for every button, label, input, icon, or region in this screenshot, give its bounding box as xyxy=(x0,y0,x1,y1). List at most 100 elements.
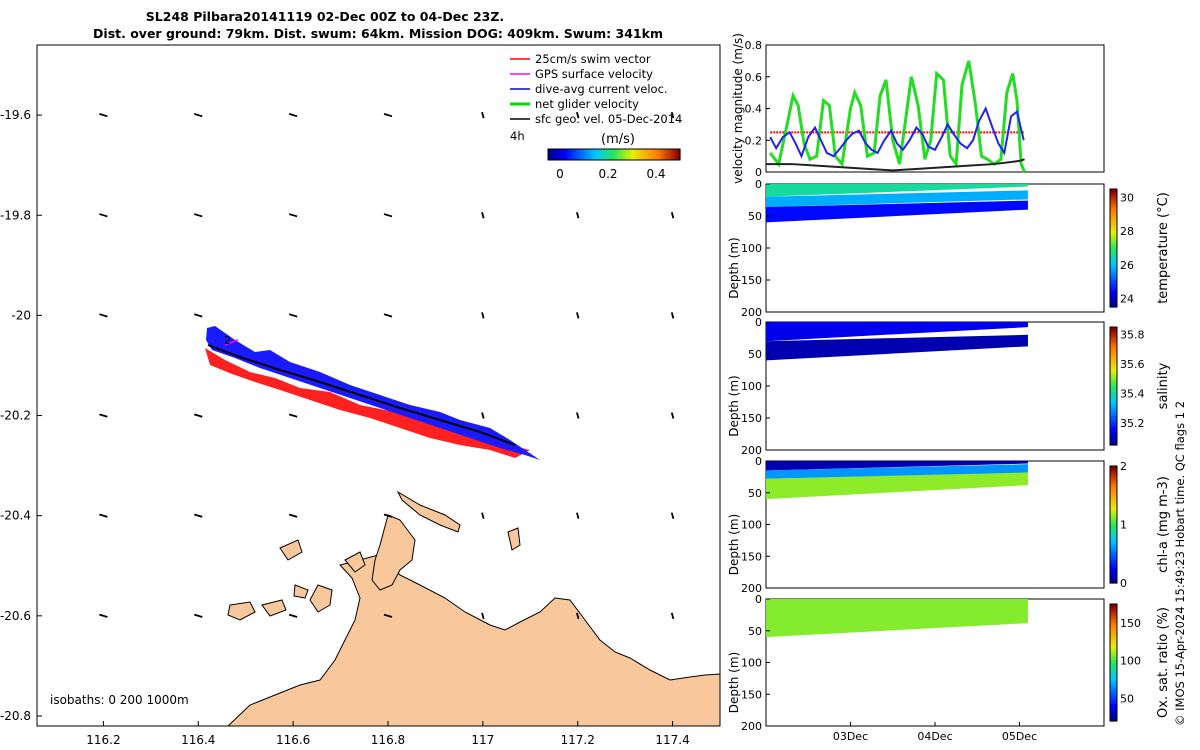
current-velocity-swath xyxy=(206,326,540,460)
geo-velocity-arrow xyxy=(481,612,485,620)
colorbar-cell xyxy=(1110,430,1117,434)
geo-velocity-arrow xyxy=(670,111,675,119)
colorbar-cell xyxy=(1110,565,1117,569)
geo-velocity-arrow xyxy=(288,213,298,218)
colorbar-cell xyxy=(1110,218,1117,223)
colorbar-cell xyxy=(1110,718,1117,722)
geo-velocity-arrow xyxy=(194,513,203,518)
map-x-tick-label: 116.2 xyxy=(86,733,120,747)
colorbar-cell xyxy=(626,149,629,160)
map-x-ticks: 116.2 116.4 116.6 116.8 117 117.2 117.4 xyxy=(86,721,690,747)
depth-tick-label: 100 xyxy=(741,380,762,393)
colorbar-cell xyxy=(1110,388,1117,393)
colorbar-cell xyxy=(1110,636,1117,640)
colorbar-cell xyxy=(600,149,603,160)
geo-velocity-arrow xyxy=(99,113,108,118)
colorbar-border xyxy=(1109,188,1118,308)
colorbar-border xyxy=(1109,465,1118,584)
colorbar-cell xyxy=(1110,280,1117,284)
colorbar-cell xyxy=(1110,542,1117,546)
colorbar-cell xyxy=(1110,394,1117,399)
colorbar-cell xyxy=(1110,662,1117,667)
colorbar-cell xyxy=(1110,362,1117,366)
map-colorbar-unit: (m/s) xyxy=(601,132,635,147)
colorbar-cell xyxy=(678,149,681,160)
colorbar-tick-label: 0.4 xyxy=(646,167,665,181)
geo-velocity-arrow xyxy=(194,313,203,318)
colorbar-cell xyxy=(1110,365,1117,369)
geo-velocity-arrow xyxy=(383,213,393,218)
colorbar-cell xyxy=(1110,685,1117,690)
colorbar-tick-label: 0.2 xyxy=(598,167,617,181)
colorbar-cell xyxy=(1110,630,1117,634)
colorbar-cell xyxy=(1110,547,1117,552)
colorbar-tick-label: 50 xyxy=(1120,692,1134,705)
colorbar-cell xyxy=(1110,200,1117,205)
series-dive-avg-current-veloc- xyxy=(769,106,1025,159)
depth-tick-label: 50 xyxy=(748,210,762,223)
colorbar-cell xyxy=(1110,338,1117,343)
colorbar-cell xyxy=(1110,245,1117,249)
map-colorbar: 0 0.2 0.4 xyxy=(547,148,681,181)
colorbar-cell xyxy=(1110,671,1117,675)
time-tick-label: 03Dec xyxy=(833,730,868,743)
colorbar-cell xyxy=(1110,468,1117,473)
geo-velocity-arrow xyxy=(576,612,580,620)
colorbar-cell xyxy=(1110,550,1117,555)
colorbar-cell xyxy=(1110,403,1117,408)
depth-tick-label: 150 xyxy=(741,274,762,287)
depth-tick-label: 0 xyxy=(755,455,762,468)
colorbar-cell xyxy=(550,149,553,160)
colorbar-tick-label: 100 xyxy=(1120,655,1141,668)
land-mass xyxy=(226,490,721,727)
colorbar-cell xyxy=(1110,527,1117,531)
colorbar-cell xyxy=(1110,442,1117,446)
colorbar-cell xyxy=(1110,356,1117,361)
colorbar-cell xyxy=(1110,236,1117,240)
colorbar-tick-label: 30 xyxy=(1120,191,1134,204)
colorbar-cell xyxy=(1110,680,1117,684)
colorbar-cell xyxy=(638,149,641,160)
glider-track: 2 xyxy=(205,326,540,460)
colorbar-cell xyxy=(1110,577,1117,581)
island-b xyxy=(309,584,333,613)
colorbar-cell xyxy=(1110,412,1117,417)
colorbar-cell xyxy=(1110,562,1117,567)
colorbar-cell xyxy=(1110,397,1117,402)
geo-velocity-arrow xyxy=(288,113,298,118)
geo-velocity-arrow xyxy=(99,413,108,418)
colorbar-cell xyxy=(578,149,581,160)
map-y-tick-label: -19.8 xyxy=(0,208,31,222)
colorbar-border xyxy=(1109,326,1118,446)
map-y-tick-label: -20.2 xyxy=(0,409,31,423)
colorbar-cell xyxy=(1110,344,1117,349)
geo-velocity-arrow xyxy=(481,212,485,219)
section-layer xyxy=(766,599,1028,638)
geo-velocity-arrow xyxy=(576,312,580,319)
map-x-tick-label: 116.6 xyxy=(276,733,310,747)
colorbar-cell xyxy=(1110,712,1117,716)
colorbar-cell xyxy=(1110,203,1117,208)
section-layer xyxy=(766,472,1028,500)
track-line xyxy=(207,344,516,446)
velocity-y-tick-label: 0.8 xyxy=(745,39,763,52)
colorbar-cell xyxy=(1110,480,1117,485)
geo-velocity-arrow xyxy=(576,212,580,219)
colorbar-cell xyxy=(644,149,647,160)
colorbar-label: temperature (°C) xyxy=(1156,192,1171,304)
colorbar-cell xyxy=(1110,221,1117,225)
colorbar-cell xyxy=(574,149,577,160)
colorbar-cell xyxy=(1110,359,1117,363)
colorbar-cell xyxy=(1110,259,1117,264)
depth-tick-label: 150 xyxy=(741,412,762,425)
colorbar-cell xyxy=(1110,350,1117,355)
legend-label: GPS surface velocity xyxy=(535,67,653,81)
colorbar-cell xyxy=(1110,265,1117,270)
colorbar-cell xyxy=(1110,574,1117,578)
colorbar-cell xyxy=(1110,544,1117,549)
colorbar-cell xyxy=(608,149,611,160)
colorbar-cell xyxy=(558,149,561,160)
colorbar-tick-label: 150 xyxy=(1120,617,1141,630)
colorbar-cell xyxy=(1110,606,1117,611)
